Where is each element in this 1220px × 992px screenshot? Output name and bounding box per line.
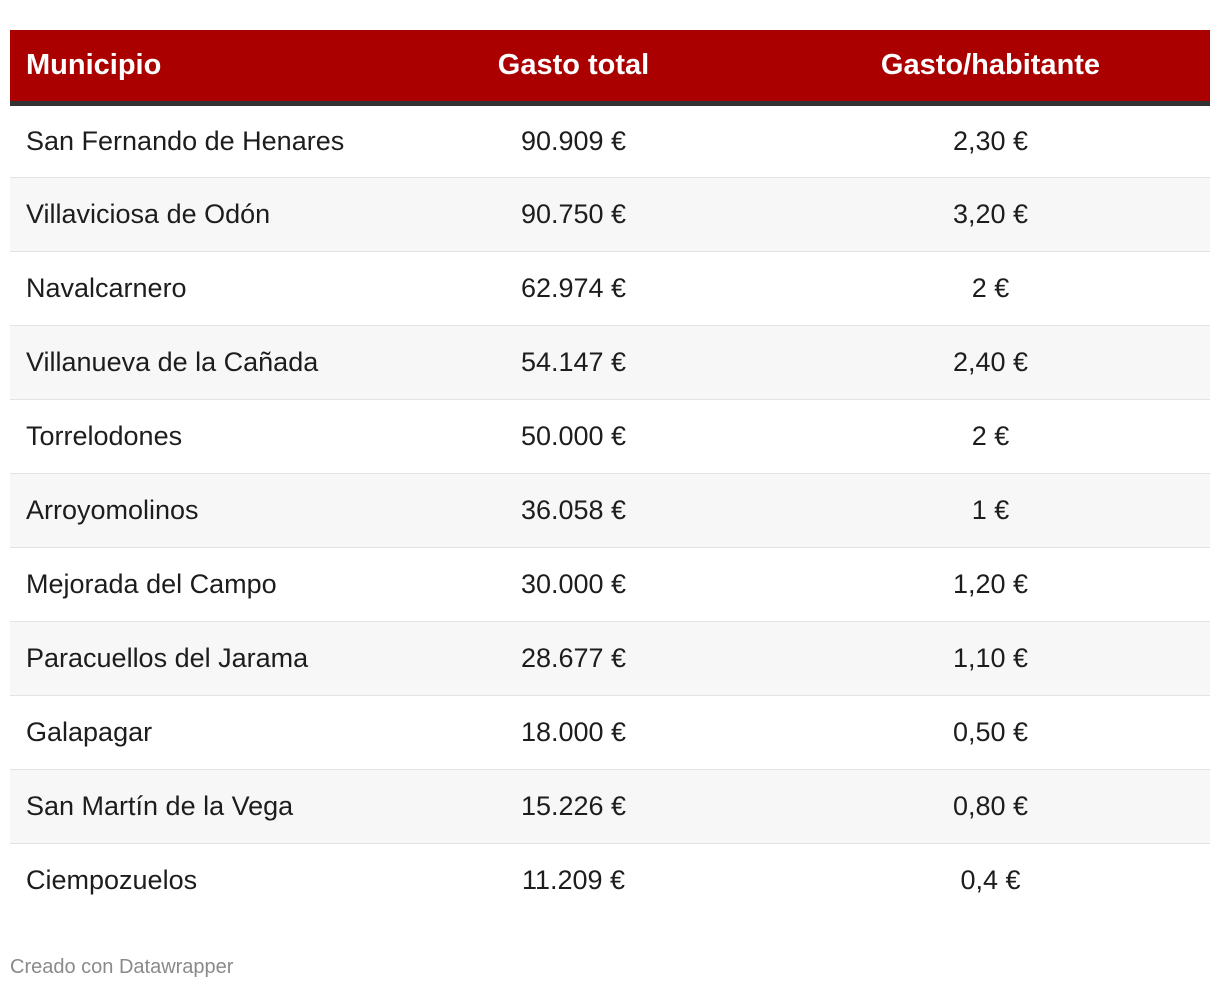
cell-municipio: Navalcarnero [10,251,376,326]
cell-municipio: Mejorada del Campo [10,547,376,622]
cell-gasto-total: 62.974 € [376,251,771,326]
cell-gasto-habitante: 1 € [771,473,1210,548]
cell-gasto-total: 36.058 € [376,473,771,548]
cell-gasto-habitante: 2 € [771,399,1210,474]
table-row: Villaviciosa de Odón 90.750 €3,20 € [10,177,1210,252]
table-row: San Martín de la Vega 15.226 €0,80 € [10,769,1210,844]
cell-gasto-habitante: 0,80 € [771,769,1210,844]
cell-municipio: San Martín de la Vega [10,769,376,844]
header-row: Municipio Gasto total Gasto/habitante [10,30,1210,106]
footer-credit: Creado con Datawrapper [10,956,234,978]
table-row: Mejorada del Campo 30.000 €1,20 € [10,547,1210,622]
cell-gasto-total: 15.226 € [376,769,771,844]
table-body: San Fernando de Henares 90.909 €2,30 € Vil… [10,103,1210,917]
cell-gasto-total: 90.750 € [376,177,771,252]
table-row: Arroyomolinos 36.058 €1 € [10,473,1210,548]
cell-gasto-habitante: 2,30 € [771,103,1210,178]
cell-municipio: Torrelodones [10,399,376,474]
cell-municipio: Paracuellos del Jarama [10,621,376,696]
cell-gasto-habitante: 0,50 € [771,695,1210,770]
column-header-municipio[interactable]: Municipio [10,30,376,106]
cell-gasto-habitante: 3,20 € [771,177,1210,252]
cell-gasto-habitante: 2,40 € [771,325,1210,400]
cell-municipio: Villanueva de la Cañada [10,325,376,400]
cell-gasto-total: 28.677 € [376,621,771,696]
cell-gasto-total: 54.147 € [376,325,771,400]
column-header-gasto-habitante[interactable]: Gasto/habitante [771,30,1210,106]
cell-gasto-total: 11.209 € [376,843,771,917]
column-header-gasto-total[interactable]: Gasto total [376,30,771,106]
data-table-container: Municipio Gasto total Gasto/habitante Sa… [10,30,1210,917]
cell-gasto-total: 30.000 € [376,547,771,622]
table-row: Paracuellos del Jarama 28.677 €1,10 € [10,621,1210,696]
table-row: Ciempozuelos 11.209 €0,4 € [10,843,1210,917]
table-row: Torrelodones 50.000 €2 € [10,399,1210,474]
cell-municipio: Galapagar [10,695,376,770]
data-table: Municipio Gasto total Gasto/habitante Sa… [10,30,1210,917]
cell-municipio: Villaviciosa de Odón [10,177,376,252]
cell-gasto-habitante: 1,20 € [771,547,1210,622]
cell-gasto-total: 18.000 € [376,695,771,770]
cell-gasto-total: 90.909 € [376,103,771,178]
cell-gasto-total: 50.000 € [376,399,771,474]
table-header: Municipio Gasto total Gasto/habitante [10,30,1210,106]
cell-gasto-habitante: 2 € [771,251,1210,326]
cell-municipio: Arroyomolinos [10,473,376,548]
table-row: Navalcarnero 62.974 €2 € [10,251,1210,326]
cell-gasto-habitante: 0,4 € [771,843,1210,917]
cell-municipio: San Fernando de Henares [10,103,376,178]
cell-municipio: Ciempozuelos [10,843,376,917]
table-row: Villanueva de la Cañada 54.147 €2,40 € [10,325,1210,400]
table-row: Galapagar 18.000 €0,50 € [10,695,1210,770]
cell-gasto-habitante: 1,10 € [771,621,1210,696]
table-row: San Fernando de Henares 90.909 €2,30 € [10,103,1210,178]
